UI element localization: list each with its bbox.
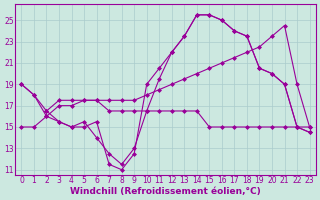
X-axis label: Windchill (Refroidissement éolien,°C): Windchill (Refroidissement éolien,°C) [70,187,261,196]
